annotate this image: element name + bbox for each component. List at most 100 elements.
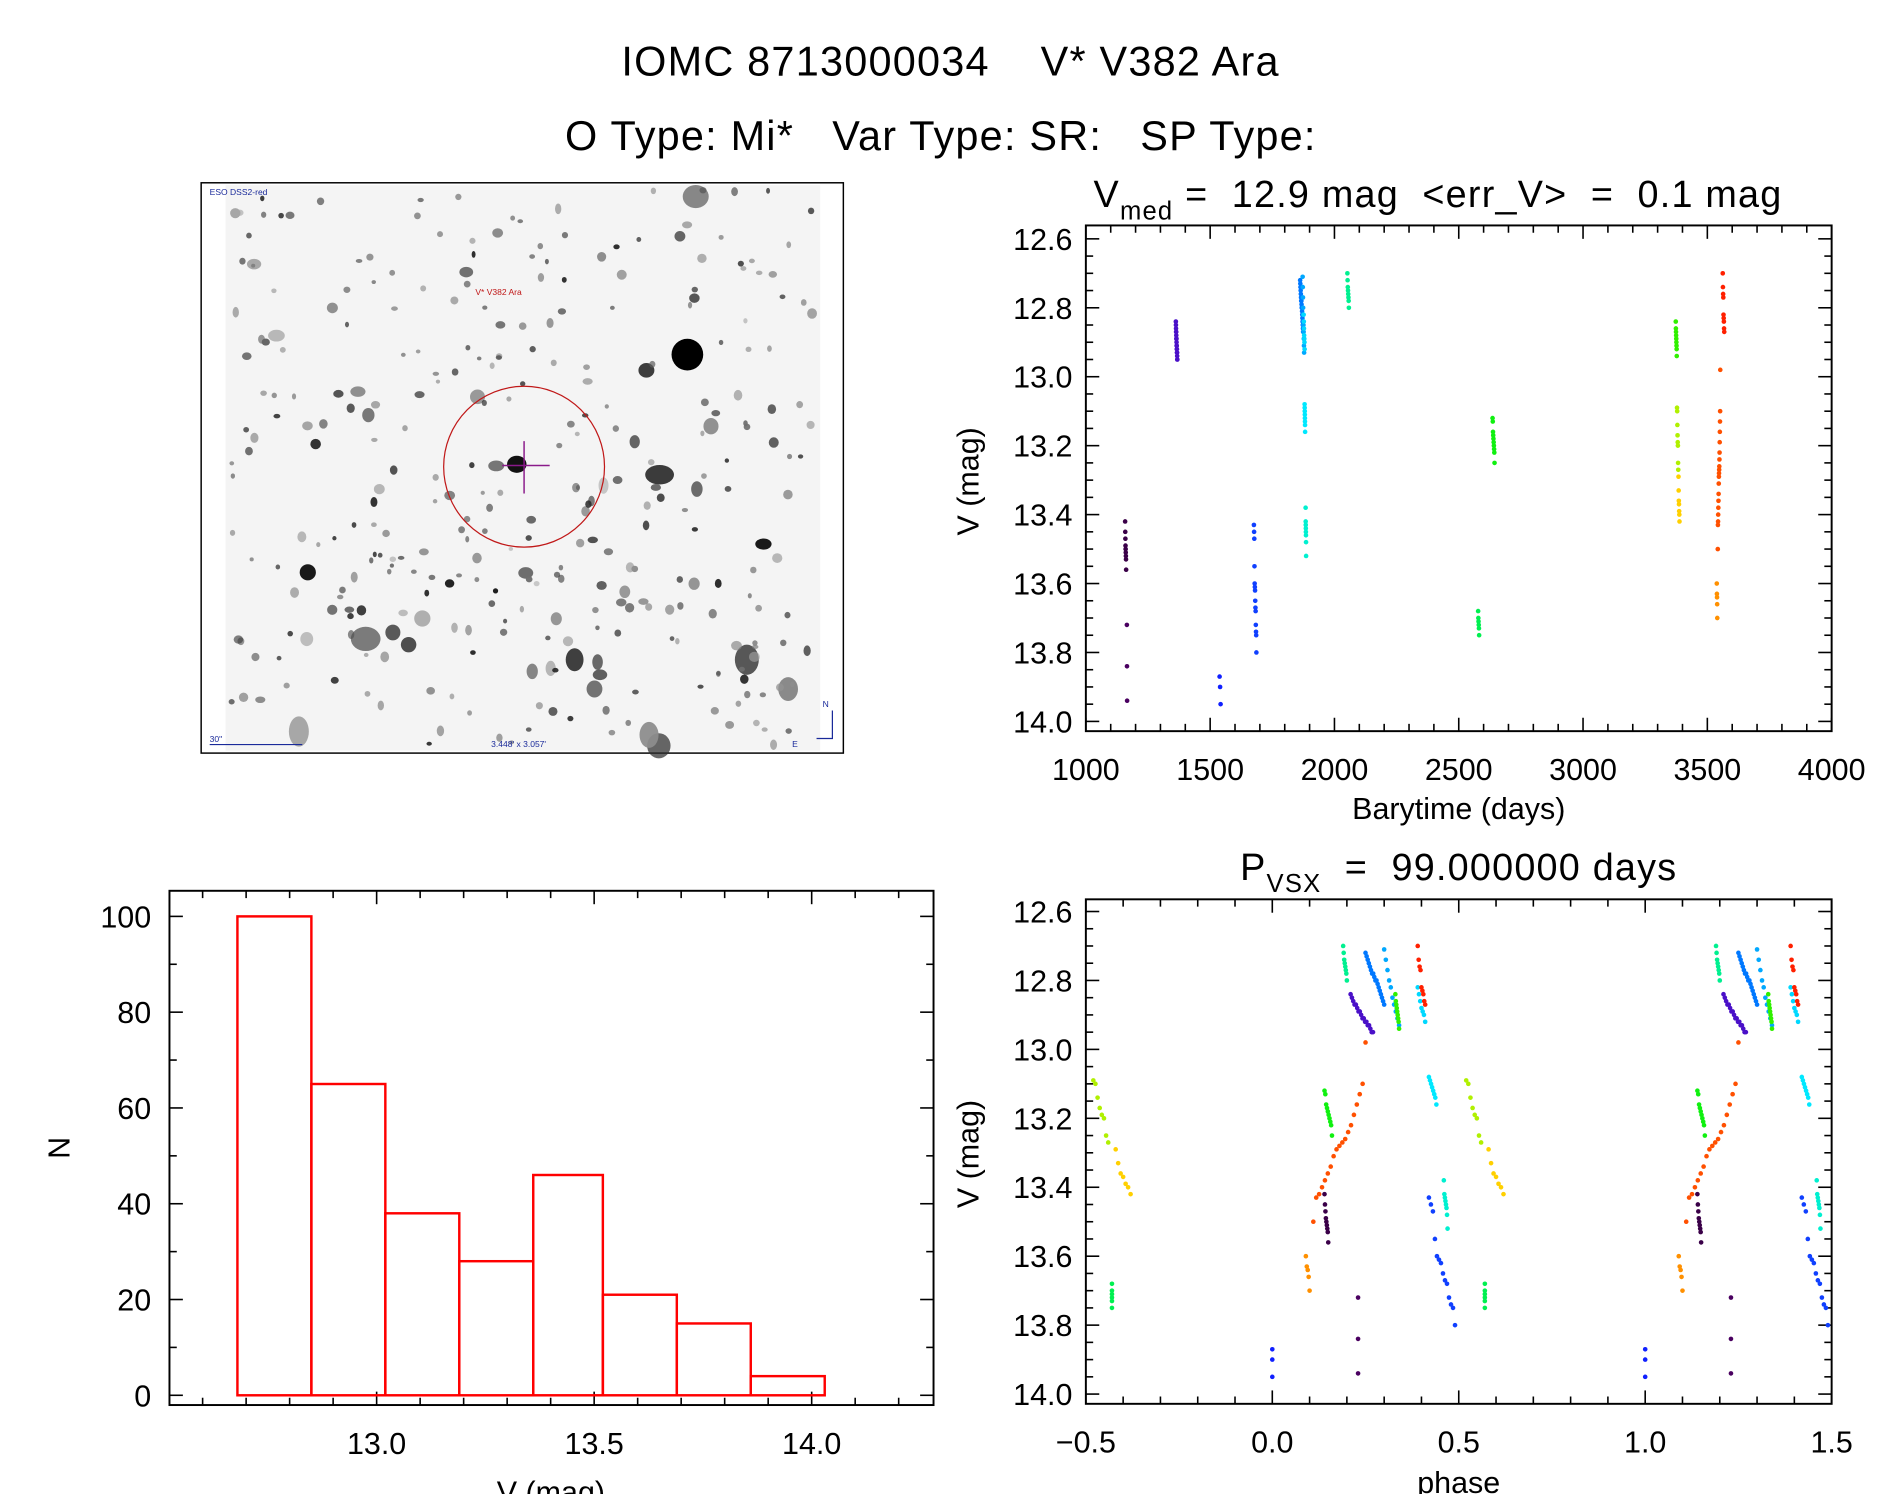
star-field: [228, 184, 817, 759]
star: [255, 696, 266, 704]
star: [557, 574, 565, 583]
data-point: [1301, 322, 1306, 328]
data-point: [1642, 1374, 1648, 1380]
fov-label: 3.448' x 3.057': [491, 739, 546, 749]
data-point: [1395, 1016, 1401, 1021]
data-point: [1724, 1112, 1730, 1118]
data-point: [1714, 581, 1720, 586]
data-point: [1383, 957, 1389, 963]
data-point: [1328, 1164, 1334, 1169]
y-tick-label: 13.0: [1013, 361, 1072, 395]
star: [310, 438, 321, 450]
data-point: [1799, 1195, 1805, 1200]
star: [356, 605, 367, 616]
y-tick-label: 12.8: [1013, 964, 1072, 998]
data-point: [1300, 295, 1306, 300]
y-tick-label: 12.6: [1013, 895, 1072, 929]
star: [470, 650, 476, 655]
star: [239, 257, 246, 265]
star: [608, 729, 616, 736]
data-point: [1675, 443, 1681, 448]
star: [389, 556, 397, 562]
data-point: [1269, 1374, 1275, 1380]
data-point: [1716, 467, 1722, 473]
target-star: [507, 455, 527, 473]
star: [581, 506, 590, 517]
data-point: [1253, 629, 1259, 635]
data-point: [1434, 1253, 1440, 1259]
data-point: [1717, 439, 1723, 445]
star: [645, 464, 674, 485]
data-point: [1303, 539, 1309, 545]
star: [639, 721, 659, 748]
star: [327, 604, 338, 615]
data-point: [1819, 1295, 1825, 1300]
data-point: [1754, 1002, 1760, 1007]
star: [786, 241, 792, 249]
star: [508, 546, 514, 551]
data-point: [1676, 474, 1681, 479]
data-point: [1769, 1019, 1774, 1025]
data-point: [1300, 305, 1306, 311]
data-point: [1381, 947, 1387, 952]
histogram-plot: 13.0 13.5 14.0 0 20 40 60 80 100 V (mag) N: [43, 889, 935, 1494]
finder-image: ESO DSS2-red V* V382 Ara 30" 3.448' x 3.…: [200, 182, 845, 759]
star: [616, 269, 627, 280]
star: [529, 254, 536, 259]
lightcurve-plot: Vmed = 12.9 mag <err_V> = 0.1 mag 1000 15…: [952, 174, 1866, 826]
data-point: [1715, 960, 1720, 966]
star: [595, 625, 600, 631]
star: [783, 489, 793, 500]
data-point: [1388, 985, 1394, 990]
star: [347, 630, 355, 640]
star: [467, 710, 472, 716]
star: [397, 555, 405, 560]
star: [241, 352, 252, 360]
star: [389, 269, 396, 276]
star: [299, 564, 316, 581]
data-point: [1715, 512, 1721, 517]
data-point: [1463, 1078, 1469, 1083]
data-point: [1486, 1147, 1491, 1152]
star: [488, 600, 496, 607]
star: [806, 420, 815, 430]
star: [400, 636, 417, 653]
star: [476, 356, 482, 361]
data-point: [1302, 346, 1307, 352]
data-point: [1715, 519, 1721, 524]
y-tick-label: 13.8: [1013, 1309, 1072, 1343]
data-point: [1303, 526, 1309, 531]
data-point: [1717, 457, 1722, 462]
data-point: [1754, 947, 1760, 952]
star: [279, 346, 286, 353]
data-point: [1790, 998, 1796, 1004]
data-point: [1696, 1219, 1702, 1225]
star: [455, 193, 462, 201]
star: [643, 501, 651, 510]
lightcurve-title: Vmed = 12.9 mag <err_V> = 0.1 mag: [1094, 174, 1783, 225]
star: [290, 587, 300, 598]
star: [650, 187, 657, 195]
data-point: [1767, 1005, 1772, 1011]
star: [245, 446, 253, 456]
data-point: [1443, 1198, 1448, 1204]
data-point: [1302, 412, 1308, 417]
star: [387, 568, 392, 575]
data-point: [1090, 1078, 1096, 1083]
data-point: [1322, 1178, 1328, 1183]
star: [389, 563, 395, 568]
star: [700, 398, 709, 407]
star: [592, 606, 599, 614]
data-point: [1716, 505, 1721, 511]
data-point: [1795, 1002, 1801, 1007]
histogram-bar: [675, 1322, 752, 1397]
star: [503, 618, 508, 624]
data-point: [1716, 470, 1722, 476]
data-point: [1342, 960, 1348, 966]
star: [574, 431, 580, 437]
star: [518, 322, 527, 330]
data-point: [1252, 563, 1257, 569]
star: [380, 651, 390, 663]
data-point: [1680, 1288, 1685, 1293]
data-point: [1322, 1202, 1328, 1207]
